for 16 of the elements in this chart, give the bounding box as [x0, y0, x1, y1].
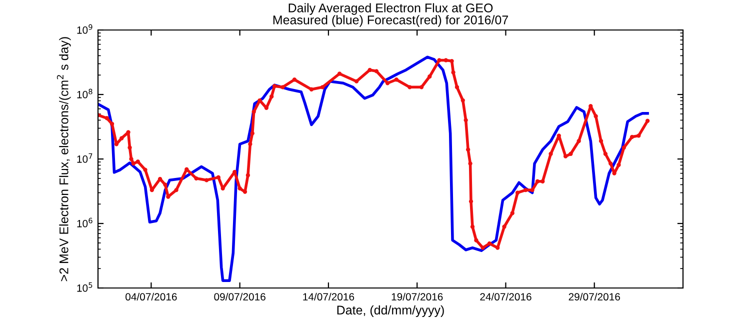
x-tick-label: 04/07/2016	[126, 292, 177, 301]
y-tick-label: 10$^{8}$	[77, 88, 92, 98]
x-tick-label: 09/07/2016	[214, 292, 266, 301]
x-tick-label: 29/07/2016	[568, 292, 620, 301]
y-tick-label: 10$^{5}$	[77, 282, 92, 292]
x-tick-label: 24/07/2016	[480, 292, 532, 301]
y-tick-label: 10$^{6}$	[77, 218, 92, 228]
x-tick-label: 19/07/2016	[392, 292, 443, 301]
y-tick-label: 10$^{7}$	[77, 153, 92, 163]
chart-title: Daily Averaged Electron Flux at GEO	[288, 3, 493, 15]
y-axis-title: >2 MeV Electron Flux, electrons/(cm$^{2}$ s day)	[56, 37, 71, 282]
line-series	[98, 56, 649, 282]
y-tick-label: 10$^{9}$	[77, 24, 92, 34]
chart-subtitle: Measured (blue) Forecast(red) for 2016/07	[273, 15, 508, 27]
x-axis-title: Date, (dd/mm/yyyy)	[337, 305, 444, 317]
x-tick-label: 14/07/2016	[303, 292, 354, 301]
